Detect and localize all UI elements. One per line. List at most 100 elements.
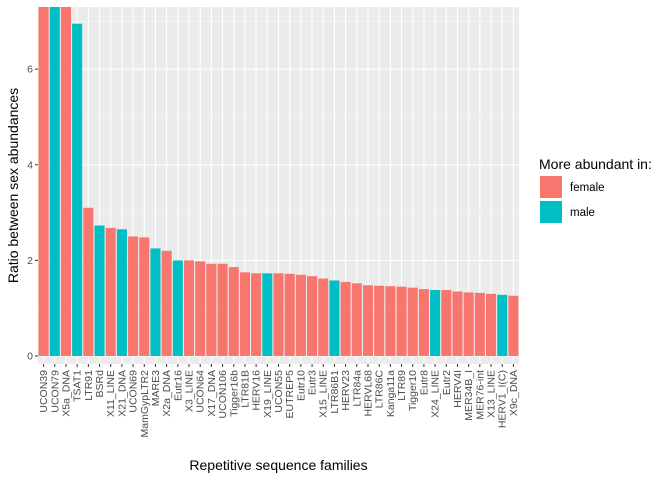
x-tick-label: EUTREP5 [284,370,296,419]
x-tick-label: HERV1_I(C) [497,370,509,428]
x-tick-label: TSAT1 [72,370,84,402]
bar-LTR81B [239,272,250,356]
y-tick-label: 4 [27,159,33,171]
bar-Eutr16 [172,260,183,356]
x-tick-label: UCON69 [128,370,140,413]
bar-HERV1_I(C) [497,294,508,356]
bar-TSAT1 [72,23,83,356]
bar-Eutr8 [418,289,429,356]
legend-label-male: male [570,207,595,219]
x-tick-label: LTR84a [351,370,363,407]
x-tick-label: UCON64 [195,370,207,413]
bar-X5a_DNA [60,7,71,356]
x-tick-label: X3_LINE [184,370,196,412]
bar-X9c_DNA [508,295,519,356]
bar-UCON106 [217,263,228,356]
bar-X15_LINE [318,278,329,356]
bar-LTR86C [374,285,385,356]
bar-LTR89 [396,286,407,356]
y-axis: 0 2 4 6 [27,64,38,363]
x-tick-label: UCON55 [273,370,285,413]
bar-X24_LINE [430,290,441,356]
y-tick-label: 6 [27,64,33,76]
x-tick-label: MER76-int [474,370,486,420]
x-tick-label: Eutr3 [307,370,319,395]
x-tick-label: MER34B_I [463,370,475,421]
bar-Tigger10 [407,287,418,356]
legend-key-male [540,201,562,223]
bar-HERVL68 [362,285,374,356]
legend: More abundant in: female male [539,156,652,223]
x-tick-label: X15_LINE [318,370,330,418]
x-axis-title: Repetitive sequence families [189,457,367,473]
bar-X21_DNA [116,229,127,356]
bar-series [38,7,519,356]
bar-LTR91 [83,207,94,356]
bar-X3_LINE [183,260,195,356]
bar-MER76-int [474,292,485,356]
x-tick-label: LTR81B [239,370,251,408]
bar-UCON69 [128,236,139,356]
x-tick-label: Tigger10 [407,370,419,411]
x-tick-label: X5a_DNA [60,370,72,417]
bar-Eutr10 [295,274,306,356]
bar-Eutr2 [441,290,452,356]
x-axis: UCON39 UCON79 X5a_DNA TSAT1 LTR91 BSRd X11_LIN… [38,364,520,438]
x-tick-label: X9c_DNA [508,370,520,416]
x-tick-label: X17_DNA [206,370,218,417]
bar-HERV4I [452,291,463,356]
bar-LTR86B1 [329,280,340,356]
x-tick-label: UCON106 [217,370,229,419]
x-tick-label: MARE3 [150,370,162,406]
y-tick-label: 2 [27,255,33,267]
bar-EUTREP5 [284,273,295,356]
legend-title: More abundant in: [539,156,652,172]
y-axis-title: Ratio between sex abundances [5,88,21,283]
bar-Tigger16b [228,267,239,356]
legend-key-female [540,176,562,198]
x-tick-label: X21_DNA [116,370,128,417]
x-tick-label: X24_LINE [430,370,442,418]
bar-Kanga11a [385,286,396,356]
x-tick-label: Eutr16 [172,370,184,401]
x-tick-label: Kanga11a [385,370,397,417]
bar-X17_DNA [206,263,217,356]
bar-UCON79 [49,7,60,356]
x-tick-label: HERVL68 [362,370,374,417]
x-tick-label: HERV23 [340,370,352,411]
bar-MamGypLTR2 [139,237,150,356]
bar-MER34B_I [463,292,474,356]
x-tick-label: MamGypLTR2 [139,370,151,438]
bar-X19_LINE [262,273,273,356]
bar-BSRd [94,225,105,356]
x-tick-label: UCON79 [49,370,61,413]
x-tick-label: X11_LINE [105,370,117,417]
bar-HERV16 [251,273,262,356]
x-tick-label: LTR89 [396,370,408,401]
bar-UCON39 [38,7,49,356]
bar-UCON64 [195,261,206,356]
bar-X11_LINE [105,227,116,356]
x-tick-label: X2a_DNA [161,370,173,417]
bar-Eutr3 [307,276,318,356]
x-tick-label: HERV4I [452,370,464,408]
x-tick-label: UCON39 [38,370,50,413]
x-tick-label: BSRd [94,370,106,398]
x-tick-label: LTR86B1 [329,370,341,414]
x-tick-label: HERV16 [251,370,263,411]
bar-LTR84a [351,283,362,356]
bar-UCON55 [273,273,284,356]
bar-MARE3 [150,248,161,356]
x-tick-label: Eutr2 [441,370,453,395]
x-tick-label: LTR91 [83,370,95,401]
x-tick-label: Eutr8 [418,370,430,395]
y-tick-label: 0 [27,351,33,363]
legend-label-female: female [570,182,605,194]
bar-HERV23 [340,281,351,356]
bar-X2a_DNA [161,250,172,356]
x-tick-label: Eutr10 [295,370,307,401]
x-tick-label: X19_LINE [262,370,274,418]
x-tick-label: Tigger16b [228,370,240,417]
